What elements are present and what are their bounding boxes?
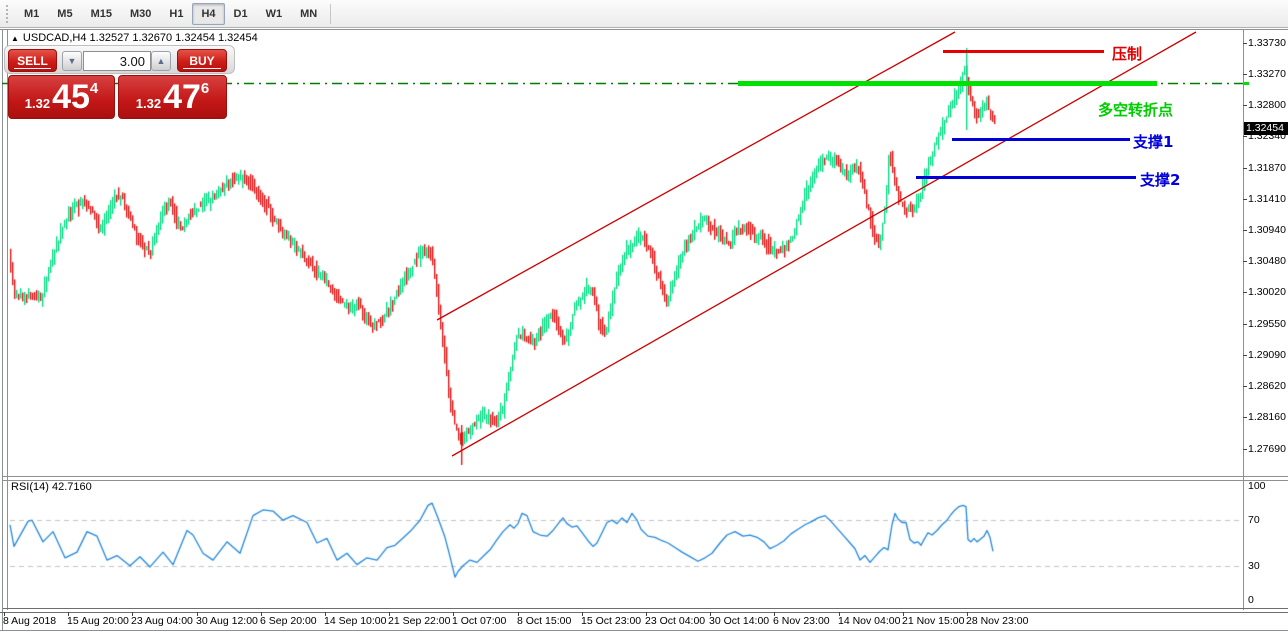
rsi-indicator-label: RSI(14) 42.7160 <box>11 481 92 493</box>
buy-price-box[interactable]: 1.32 47 6 <box>118 75 227 119</box>
chart-title-text: USDCAD,H4 1.32527 1.32670 1.32454 1.3245… <box>22 32 258 44</box>
buy-price-pip: 6 <box>200 80 210 97</box>
buy-price-big: 47 <box>163 78 201 116</box>
pivot-axis-tick <box>1244 82 1249 85</box>
timeframe-button-d1[interactable]: D1 <box>233 7 248 20</box>
chevron-down-icon: ▼ <box>67 56 77 66</box>
sell-price-box[interactable]: 1.32 45 4 <box>8 75 115 119</box>
chart-title: ▲ USDCAD,H4 1.32527 1.32670 1.32454 1.324… <box>11 32 258 44</box>
volume-input[interactable] <box>83 51 151 71</box>
current-price-badge: 1.32454 <box>1244 122 1288 135</box>
buy-price-prefix: 1.32 <box>135 96 162 111</box>
pivot-label[interactable]: 多空转折点 <box>1098 101 1174 119</box>
timeframe-toolbar: M1 M5 M15 M30 H1 H4 D1 W1 MN <box>0 0 1288 28</box>
resistance-label[interactable]: 压制 <box>1112 45 1143 63</box>
timeframe-button-m5[interactable]: M5 <box>57 7 73 20</box>
sell-price-pip: 4 <box>89 80 99 97</box>
sell-button[interactable]: SELL <box>8 49 57 72</box>
buy-underline <box>183 68 221 69</box>
support1-label[interactable]: 支撑1 <box>1133 133 1174 151</box>
trend-channel-lower-line[interactable] <box>451 31 1197 457</box>
timeframe-button-h1[interactable]: H1 <box>169 7 184 20</box>
toolbar-separator <box>330 3 332 24</box>
timeframe-button-m30[interactable]: M30 <box>129 7 152 20</box>
collapse-triangle-icon[interactable]: ▲ <box>11 34 19 43</box>
buy-button[interactable]: BUY <box>177 49 227 72</box>
volume-decrease-button[interactable]: ▼ <box>62 51 82 71</box>
timeframe-button-m15[interactable]: M15 <box>90 7 112 20</box>
timeframe-button-m1[interactable]: M1 <box>24 7 40 20</box>
sell-price-prefix: 1.32 <box>24 96 51 111</box>
timeframe-button-w1[interactable]: W1 <box>265 7 283 20</box>
trend-channel-upper-line[interactable] <box>436 31 956 321</box>
timeframe-button-mn[interactable]: MN <box>300 7 318 20</box>
sell-underline <box>14 68 51 69</box>
toolbar-grip-icon <box>6 4 11 23</box>
sell-price-big: 45 <box>52 78 90 116</box>
buy-button-label: BUY <box>189 53 215 68</box>
support2-label[interactable]: 支撑2 <box>1140 171 1181 189</box>
chevron-up-icon: ▲ <box>156 56 166 66</box>
volume-increase-button[interactable]: ▲ <box>151 51 171 71</box>
sell-button-label: SELL <box>17 53 48 68</box>
timeframe-button-h4[interactable]: H4 <box>192 2 225 25</box>
